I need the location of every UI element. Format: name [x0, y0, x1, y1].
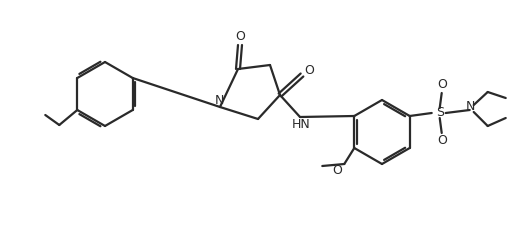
- Text: N: N: [466, 99, 475, 113]
- Text: O: O: [235, 30, 245, 44]
- Text: O: O: [437, 78, 447, 91]
- Text: O: O: [332, 165, 342, 177]
- Text: S: S: [436, 106, 444, 120]
- Text: O: O: [304, 63, 314, 76]
- Text: N: N: [214, 93, 224, 106]
- Text: O: O: [437, 135, 447, 148]
- Text: HN: HN: [292, 119, 311, 131]
